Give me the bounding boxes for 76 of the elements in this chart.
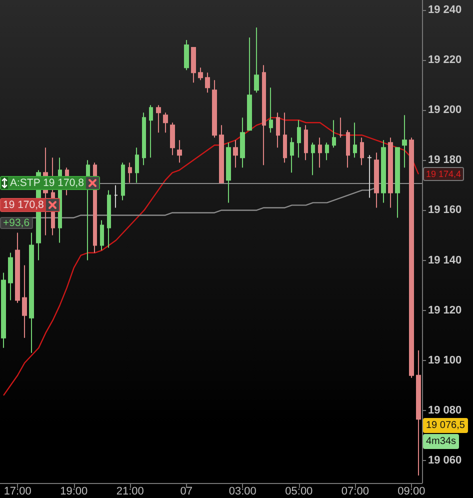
- candlestick: [177, 140, 182, 164]
- candlestick: [114, 184, 118, 208]
- x-tick-label: 21:00: [116, 486, 144, 498]
- candlestick: [205, 72, 210, 94]
- x-tick-label: 03:00: [228, 486, 256, 498]
- candlestick: [409, 137, 414, 378]
- candlestick: [8, 252, 13, 301]
- candlestick: [402, 114, 407, 168]
- candlestick: [395, 147, 400, 218]
- y-tick-label: 19 060: [428, 454, 462, 466]
- x-tick-label: 19:00: [60, 486, 88, 498]
- y-tick-label: 19 140: [428, 254, 462, 266]
- candlestick: [107, 190, 111, 248]
- candlestick: [304, 124, 308, 161]
- text: 4m34s: [424, 435, 458, 448]
- candlestick: [318, 137, 322, 168]
- candlestick: [339, 117, 343, 138]
- candlestick: [325, 142, 329, 161]
- candlestick: [121, 162, 125, 201]
- annotation: A:STP 19 170,8: [9, 177, 85, 190]
- candlestick: [135, 147, 139, 184]
- annotation: 19 170,8: [2, 199, 45, 212]
- candlestick: [240, 117, 245, 168]
- candlestick: [276, 112, 280, 148]
- x-tick-label: 07: [180, 486, 193, 498]
- x-tick-label: 07:00: [341, 486, 369, 498]
- candlestick: [22, 264, 27, 338]
- y-tick-label: 19 120: [428, 304, 462, 316]
- x-tick-label: 17:00: [4, 486, 32, 498]
- candlestick: [269, 87, 273, 134]
- candlestick: [262, 64, 266, 166]
- candlestick: [360, 137, 364, 166]
- candlestick: [191, 47, 196, 84]
- candlestick: [212, 80, 217, 138]
- candlestick: [381, 140, 386, 204]
- candlestick: [128, 162, 132, 184]
- candlestick: [198, 67, 203, 81]
- y-tick-label: 19 080: [428, 404, 462, 416]
- candlestick: [184, 40, 189, 71]
- y-tick-label: 19 200: [428, 104, 462, 116]
- text: 19 076,5: [424, 419, 467, 432]
- candlestick: [233, 140, 238, 168]
- y-tick-label: 19 160: [428, 204, 462, 216]
- candlestick: [367, 154, 372, 198]
- candlestick: [346, 130, 350, 168]
- y-tick-label: 19 180: [428, 154, 462, 166]
- candlestick: [283, 112, 287, 164]
- x-tick-label: 09:00: [398, 486, 426, 498]
- y-tick-label: 19 240: [428, 4, 462, 16]
- candlestick: [156, 104, 161, 134]
- candlestick: [163, 112, 168, 134]
- candlestick: [170, 122, 175, 156]
- y-tick-label: 19 220: [428, 54, 462, 66]
- candlestick: [290, 137, 294, 174]
- candlestick: [247, 37, 252, 131]
- candlestick: [219, 124, 224, 184]
- annotation: +93,6: [1, 217, 32, 230]
- y-tick-label: 19 100: [428, 354, 462, 366]
- candlestick: [1, 272, 6, 348]
- candlestick: [254, 27, 259, 94]
- candlestick: [297, 120, 301, 158]
- candlestick: [100, 220, 104, 251]
- candlestick: [142, 112, 146, 166]
- candlestick: [353, 122, 357, 158]
- candlestick: [311, 142, 315, 176]
- candlestick: [29, 232, 34, 354]
- line-series: [2, 117, 420, 396]
- candlestick: [374, 152, 379, 208]
- candlestick: [388, 137, 393, 208]
- text: 19 174,4: [424, 168, 464, 180]
- candlestick: [149, 104, 153, 158]
- candlestick: [332, 120, 336, 148]
- candlestick: [226, 142, 231, 204]
- candlestick: [416, 350, 421, 476]
- x-tick-label: 05:00: [285, 486, 313, 498]
- candlestick: [15, 232, 20, 304]
